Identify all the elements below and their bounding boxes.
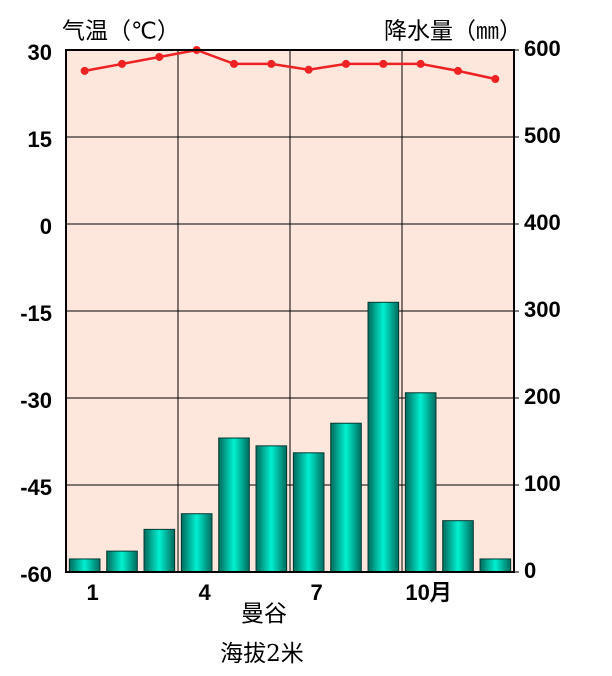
y-tick-label: -30: [20, 388, 52, 413]
y2-axis-title: 降水量（㎜）: [384, 19, 522, 45]
temperature-point: [342, 59, 350, 68]
x-tick-label: 4: [199, 580, 212, 605]
elevation-label: 海拔2米: [220, 641, 304, 667]
bar: [255, 445, 288, 573]
y-axis-title: 气温（℃）: [62, 19, 180, 45]
temperature-point: [118, 59, 126, 68]
temperature-point: [454, 66, 462, 75]
bar: [330, 422, 362, 573]
y2-tick-label: 0: [524, 558, 536, 583]
location-label: 曼谷: [241, 601, 287, 627]
y2-tick-label: 500: [524, 123, 561, 148]
bar: [479, 558, 512, 573]
temperature-point: [267, 59, 276, 68]
y-tick-label: -60: [20, 562, 52, 587]
x-tick-label: 10月: [405, 580, 451, 605]
plot-frame: [65, 49, 515, 573]
temperature-point: [80, 66, 89, 75]
y-tick-label: -45: [20, 475, 52, 500]
temperature-point: [491, 75, 500, 83]
bar: [68, 558, 101, 573]
bar: [106, 550, 138, 573]
bar: [442, 520, 474, 573]
y-tick-label: 0: [40, 214, 52, 239]
y-tick-label: 30: [28, 40, 52, 65]
bar: [404, 392, 437, 573]
bar: [292, 452, 325, 573]
y2-tick-label: 100: [524, 471, 561, 496]
bar: [180, 513, 213, 573]
y-tick-label: -15: [20, 301, 52, 326]
y2-tick-label: 400: [524, 210, 561, 235]
temperature-point: [304, 65, 313, 74]
temperature-point: [230, 59, 238, 68]
y2-tick-label: 200: [524, 384, 561, 409]
x-tick-label: 7: [311, 580, 323, 605]
bar: [218, 437, 250, 573]
temperature-point: [416, 59, 425, 68]
bar: [367, 301, 400, 573]
y2-tick-label: 300: [524, 297, 561, 322]
temperature-line: [84, 48, 496, 81]
x-tick-label: 1: [87, 580, 99, 605]
y-tick-label: 15: [28, 127, 52, 152]
temperature-point: [379, 59, 388, 68]
bar: [143, 528, 176, 573]
temperature-point: [155, 52, 164, 61]
y2-tick-label: 600: [524, 36, 561, 61]
